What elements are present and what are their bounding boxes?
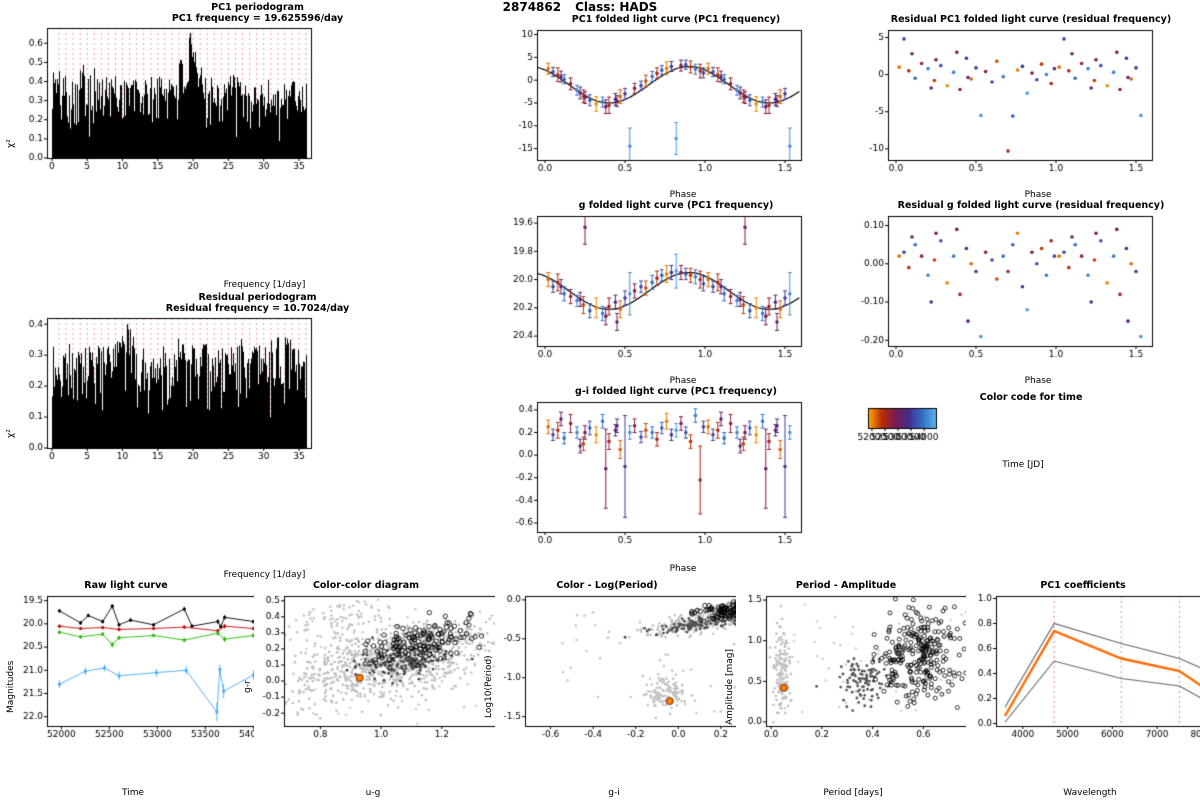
object-id: 2874862 [502, 0, 562, 14]
x-axis-label: Phase [1024, 190, 1052, 200]
color-color-panel: Color-color diagram g-r u-g [242, 580, 554, 798]
pc1-periodogram-panel: PC1 periodogram PC1 frequency = 19.62559… [5, 2, 500, 290]
time-colorbar-panel: Color code for time Time [JD] [856, 392, 1196, 484]
y-axis-label: g-r [243, 680, 253, 694]
x-axis-label: Wavelength [1063, 788, 1117, 798]
residual-pc1-folded-plot [858, 26, 1158, 176]
residual-periodogram-panel: Residual periodogram Residual frequency … [5, 292, 500, 580]
panel-title: g folded light curve (PC1 frequency) [578, 200, 774, 211]
figure-header: 2874862 Class: HADS [430, 0, 730, 14]
colorbar-axis-label: Time [JD] [1002, 460, 1044, 470]
time-colorbar [858, 406, 946, 450]
colorbar-title: Color code for time [979, 392, 1083, 403]
x-axis-label: g-i [608, 788, 620, 798]
panel-subtitle: PC1 frequency = 19.625596/day [171, 13, 344, 24]
pc1-folded-panel: PC1 folded light curve (PC1 frequency) P… [505, 14, 837, 200]
y-axis-label: Log10(Period) [484, 655, 494, 719]
pc1-coefficients-plot [966, 592, 1200, 742]
x-axis-label: u-g [365, 788, 381, 798]
period-amplitude-panel: Period - Amplitude Amplitude [mag] Perio… [724, 580, 1036, 798]
panel-title: Color - Log(Period) [556, 580, 658, 591]
x-axis-label: Period [days] [823, 788, 883, 798]
residual-g-folded-plot [858, 212, 1158, 362]
x-axis-label: Frequency [1/day] [223, 280, 306, 290]
x-axis-label: Phase [1024, 376, 1052, 386]
panel-title: Residual periodogram [198, 292, 317, 303]
panel-title: g-i folded light curve (PC1 frequency) [575, 386, 777, 397]
x-axis-label: Phase [669, 564, 697, 574]
g-folded-plot [507, 212, 807, 362]
panel-title: PC1 coefficients [1040, 580, 1126, 591]
pc1-folded-plot [507, 26, 807, 176]
y-axis-label: χ² [6, 429, 16, 439]
panel-title: Residual PC1 folded light curve (residua… [890, 14, 1172, 25]
color-logperiod-panel: Color - Log(Period) Log10(Period) g-i [483, 580, 795, 798]
pc1-coefficients-panel: PC1 coefficients Wavelength [960, 580, 1200, 798]
g-folded-panel: g folded light curve (PC1 frequency) Pha… [505, 200, 837, 386]
pc1-periodogram-plot [17, 24, 317, 174]
panel-title: Residual g folded light curve (residual … [897, 200, 1165, 211]
x-axis-label: Time [121, 788, 145, 798]
panel-title: PC1 periodogram [211, 2, 304, 13]
panel-subtitle: Residual frequency = 10.7024/day [165, 303, 350, 314]
panel-title: Color-color diagram [312, 580, 420, 591]
residual-g-folded-panel: Residual g folded light curve (residual … [856, 200, 1196, 386]
gi-folded-plot [507, 398, 807, 548]
residual-periodogram-plot [17, 314, 317, 464]
panel-title: PC1 folded light curve (PC1 frequency) [571, 14, 781, 25]
residual-pc1-folded-panel: Residual PC1 folded light curve (residua… [856, 14, 1196, 200]
panel-title: Period - Amplitude [795, 580, 897, 591]
x-axis-label: Frequency [1/day] [223, 570, 306, 580]
y-axis-label: χ² [6, 139, 16, 149]
x-axis-label: Phase [669, 376, 697, 386]
class-label: Class: HADS [575, 0, 658, 14]
raw-light-curve-panel: Raw light curve Magnitudes Time [5, 580, 317, 798]
gi-folded-panel: g-i folded light curve (PC1 frequency) P… [505, 386, 837, 574]
x-axis-label: Phase [669, 190, 697, 200]
panel-title: Raw light curve [84, 580, 168, 591]
y-axis-label: Amplitude [mag] [725, 649, 735, 725]
y-axis-label: Magnitudes [6, 660, 16, 714]
